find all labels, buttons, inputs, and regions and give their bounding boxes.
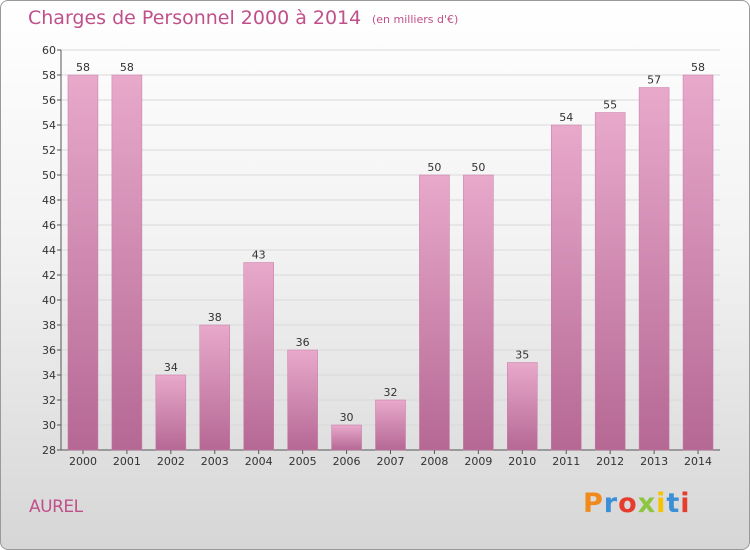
chart-subtitle: (en milliers d'€) [372,13,459,26]
value-label-2006: 30 [340,411,354,424]
value-label-2005: 36 [296,336,310,349]
y-tick-label: 60 [42,44,56,57]
logo-letter: P [583,488,604,519]
chart-title: Charges de Personnel 2000 à 2014 [28,7,362,29]
x-tick-label-2014: 2014 [684,455,712,468]
bar-2007 [375,399,406,451]
value-label-2007: 32 [384,386,398,399]
bar-2006 [331,424,362,451]
bar-2012 [594,112,626,451]
labels: 58 2000 58 2001 34 2002 38 2003 43 2004 36 2005 30 20… [69,61,712,468]
y-tick-label: 54 [42,119,56,132]
value-label-2000: 58 [76,61,90,74]
y-tick-label: 52 [42,144,56,157]
bar-2003 [199,324,231,451]
bar-2010 [507,362,538,451]
x-tick-label-2004: 2004 [245,455,273,468]
x-tick-label-2003: 2003 [201,455,229,468]
x-tick-label-2000: 2000 [69,455,97,468]
commune-name: AUREL [29,497,83,517]
bar-2009 [463,174,494,451]
x-tick-label-2009: 2009 [464,455,492,468]
y-tick-label: 34 [42,369,56,382]
bar-2004 [243,262,274,451]
x-tick-label-2012: 2012 [596,455,624,468]
value-label-2014: 58 [691,61,705,74]
value-label-2002: 34 [164,361,178,374]
logo-letter: i [680,488,691,519]
x-tick-label-2002: 2002 [157,455,185,468]
value-label-2009: 50 [471,161,485,174]
y-tick-label: 36 [42,344,56,357]
x-tick-label-2011: 2011 [552,455,580,468]
y-tick-label: 58 [42,69,56,82]
bar-2002 [155,374,187,451]
value-label-2011: 54 [559,111,573,124]
logo-letter: i [656,488,667,519]
y-tick-label: 40 [42,294,56,307]
y-tick-label: 48 [42,194,56,207]
value-label-2001: 58 [120,61,134,74]
y-tick-label: 32 [42,394,56,407]
logo-letter: x [637,488,657,519]
y-tick-label: 30 [42,419,56,432]
y-tick-label: 56 [42,94,56,107]
x-tick-label-2001: 2001 [113,455,141,468]
x-tick-label-2008: 2008 [420,455,448,468]
bar-2000 [67,74,99,451]
x-tick-label-2007: 2007 [377,455,405,468]
bars [67,74,714,451]
y-tick-label: 44 [42,244,56,257]
y-tick-label: 46 [42,219,56,232]
y-tick-label: 38 [42,319,56,332]
bar-2014 [682,74,714,451]
logo-letter: r [603,488,619,519]
x-tick-label-2013: 2013 [640,455,668,468]
value-label-2013: 57 [647,74,661,87]
bar-2011 [550,124,582,451]
y-tick-label: 28 [42,444,56,457]
logo-letter: t [666,488,681,519]
bar-2005 [287,349,318,451]
bar-2013 [638,87,670,451]
value-label-2012: 55 [603,99,617,112]
value-label-2008: 50 [427,161,441,174]
bar-2008 [419,174,450,451]
y-tick-label: 42 [42,269,56,282]
value-label-2003: 38 [208,311,222,324]
y-tick-label: 50 [42,169,56,182]
logo-letter: o [618,488,638,519]
x-tick-label-2006: 2006 [333,455,361,468]
value-label-2010: 35 [515,349,529,362]
bar-2001 [111,74,143,451]
x-tick-label-2010: 2010 [508,455,536,468]
value-label-2004: 43 [252,249,266,262]
x-tick-label-2005: 2005 [289,455,317,468]
proxiti-logo: Proxiti [583,488,691,519]
